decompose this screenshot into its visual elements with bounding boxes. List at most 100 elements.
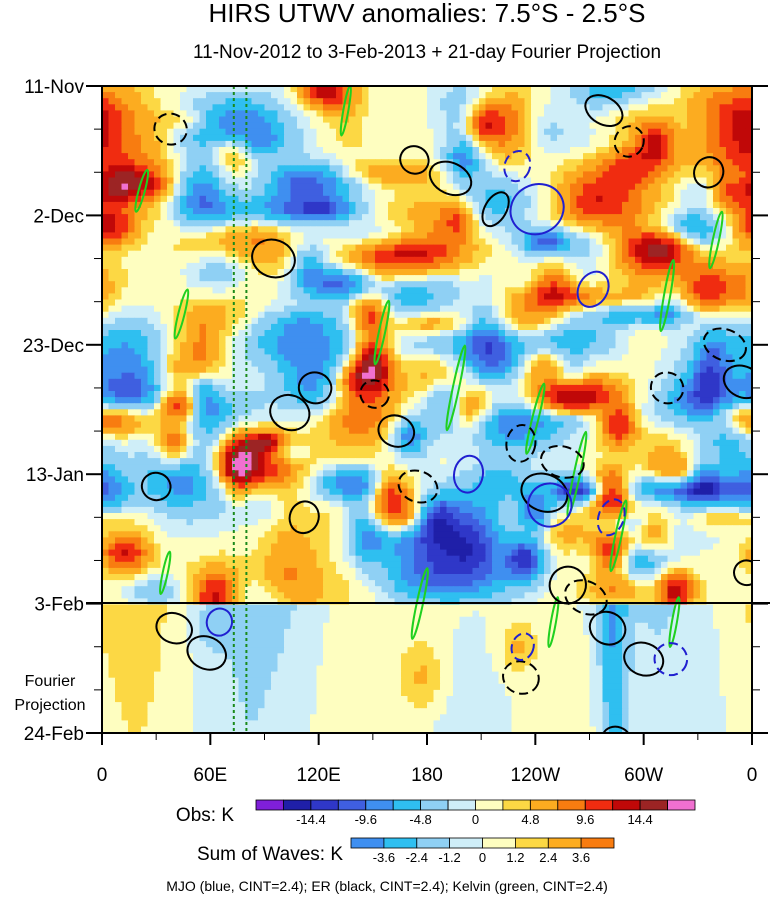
heatmap-cell bbox=[719, 336, 727, 343]
heatmap-cell bbox=[121, 330, 129, 337]
heatmap-cell bbox=[420, 110, 428, 117]
heatmap-cell bbox=[329, 183, 337, 191]
heatmap-cell bbox=[531, 305, 538, 313]
heatmap-cell bbox=[609, 293, 616, 300]
heatmap-cell bbox=[583, 159, 590, 166]
heatmap-cell bbox=[576, 317, 584, 325]
heatmap-cell bbox=[485, 366, 493, 374]
heatmap-cell bbox=[225, 104, 233, 111]
heatmap-cell bbox=[732, 110, 740, 117]
heatmap-cell bbox=[472, 299, 480, 306]
heatmap-cell bbox=[557, 342, 564, 349]
heatmap-cell bbox=[414, 348, 421, 355]
heatmap-cell bbox=[440, 201, 447, 209]
heatmap-cell bbox=[635, 147, 642, 154]
heatmap-cell bbox=[290, 208, 298, 215]
heatmap-cell bbox=[446, 128, 454, 136]
heatmap-cell bbox=[583, 293, 590, 300]
heatmap-cell bbox=[589, 98, 597, 105]
heatmap-cell bbox=[583, 317, 590, 325]
heatmap-cell bbox=[147, 171, 155, 178]
heatmap-cell bbox=[121, 262, 129, 270]
heatmap-cell bbox=[147, 299, 155, 306]
heatmap-cell bbox=[420, 177, 428, 184]
heatmap-cell bbox=[667, 275, 675, 282]
heatmap-cell bbox=[375, 336, 382, 343]
heatmap-cell bbox=[199, 372, 207, 380]
heatmap-cell bbox=[251, 122, 259, 130]
heatmap-cell bbox=[518, 366, 525, 374]
heatmap-cell bbox=[134, 262, 142, 270]
heatmap-cell bbox=[310, 372, 317, 380]
heatmap-cell bbox=[706, 244, 714, 252]
heatmap-cell bbox=[284, 98, 291, 105]
heatmap-cell bbox=[511, 165, 519, 172]
heatmap-cell bbox=[134, 110, 142, 117]
heatmap-cell bbox=[355, 159, 363, 166]
heatmap-cell bbox=[128, 323, 135, 331]
heatmap-cell bbox=[115, 177, 122, 184]
heatmap-cell bbox=[570, 378, 577, 386]
heatmap-cell bbox=[466, 330, 473, 337]
heatmap-cell bbox=[687, 189, 694, 197]
heatmap-cell bbox=[154, 165, 161, 172]
heatmap-cell bbox=[264, 238, 272, 245]
heatmap-cell bbox=[225, 269, 233, 276]
heatmap-cell bbox=[680, 330, 688, 337]
heatmap-cell bbox=[147, 226, 155, 233]
heatmap-cell bbox=[622, 372, 629, 380]
heatmap-cell bbox=[680, 116, 688, 123]
heatmap-cell bbox=[453, 238, 460, 245]
heatmap-cell bbox=[492, 305, 499, 313]
heatmap-cell bbox=[453, 262, 460, 270]
heatmap-cell bbox=[141, 275, 148, 282]
heatmap-cell bbox=[167, 189, 174, 197]
heatmap-cell bbox=[232, 269, 239, 276]
heatmap-cell bbox=[485, 116, 493, 123]
heatmap-cell bbox=[596, 220, 603, 227]
heatmap-cell bbox=[706, 281, 714, 288]
heatmap-cell bbox=[492, 299, 499, 306]
heatmap-cell bbox=[459, 250, 467, 258]
heatmap-cell bbox=[147, 134, 155, 142]
heatmap-cell bbox=[349, 189, 356, 197]
heatmap-cell bbox=[583, 299, 590, 306]
heatmap-cell bbox=[615, 317, 623, 325]
heatmap-cell bbox=[680, 311, 688, 319]
heatmap-cell bbox=[576, 98, 584, 105]
heatmap-cell bbox=[713, 110, 720, 117]
heatmap-cell bbox=[505, 220, 512, 227]
heatmap-cell bbox=[609, 238, 616, 245]
heatmap-cell bbox=[134, 336, 142, 343]
heatmap-cell bbox=[648, 153, 655, 160]
heatmap-cell bbox=[381, 208, 389, 215]
heatmap-cell bbox=[355, 140, 363, 148]
heatmap-cell bbox=[394, 250, 402, 258]
heatmap-cell bbox=[589, 238, 597, 245]
heatmap-cell bbox=[427, 378, 434, 386]
heatmap-cell bbox=[518, 372, 525, 380]
heatmap-cell bbox=[479, 86, 486, 93]
heatmap-cell bbox=[563, 299, 571, 306]
heatmap-cell bbox=[466, 201, 473, 209]
heatmap-cell bbox=[238, 342, 246, 349]
heatmap-cell bbox=[186, 177, 194, 184]
heatmap-cell bbox=[323, 256, 330, 264]
heatmap-cell bbox=[459, 323, 467, 331]
heatmap-cell bbox=[511, 153, 519, 160]
heatmap-cell bbox=[193, 342, 200, 349]
heatmap-cell bbox=[472, 384, 480, 392]
heatmap-cell bbox=[349, 92, 356, 99]
heatmap-cell bbox=[141, 153, 148, 160]
heatmap-cell bbox=[186, 372, 194, 380]
heatmap-cell bbox=[739, 122, 746, 130]
heatmap-cell bbox=[641, 98, 649, 105]
heatmap-cell bbox=[232, 226, 239, 233]
heatmap-cell bbox=[706, 98, 714, 105]
heatmap-cell bbox=[258, 384, 265, 392]
heatmap-cell bbox=[310, 147, 317, 154]
heatmap-cell bbox=[232, 281, 239, 288]
heatmap-cell bbox=[414, 336, 421, 343]
heatmap-cell bbox=[193, 287, 200, 294]
heatmap-cell bbox=[362, 348, 369, 355]
